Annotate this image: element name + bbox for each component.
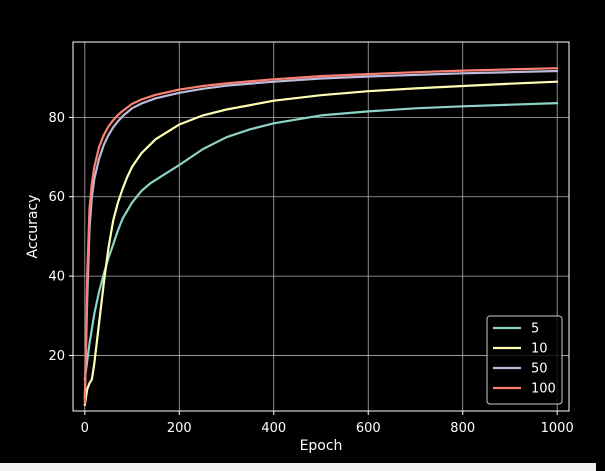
axis-ticks: 0 200 400 600 800 1000 20 40 60 80: [48, 111, 573, 436]
y-tick-label: 80: [48, 111, 65, 126]
legend-label-5: 5: [531, 322, 539, 337]
x-axis-label: Epoch: [300, 438, 343, 454]
y-tick-label: 40: [48, 270, 65, 285]
series-line-100: [83, 67, 559, 405]
series-lines: [83, 67, 559, 407]
legend-label-100: 100: [531, 382, 556, 397]
y-tick-label: 60: [48, 190, 65, 205]
bottom-strip: [0, 463, 596, 471]
x-tick-label: 1000: [541, 421, 574, 436]
legend-label-10: 10: [531, 342, 548, 357]
series-line-50: [83, 69, 559, 401]
legend-box: [486, 315, 563, 405]
x-tick-label: 0: [81, 421, 89, 436]
x-tick-label: 600: [356, 421, 381, 436]
grid-lines: [73, 42, 569, 411]
plot-area-frame: [72, 41, 570, 412]
x-tick-label: 400: [261, 421, 286, 436]
x-tick-label: 800: [450, 421, 475, 436]
legend-label-50: 50: [531, 362, 548, 377]
series-line-10: [83, 80, 559, 407]
y-axis-label: Accuracy: [25, 195, 41, 259]
x-tick-label: 200: [167, 421, 192, 436]
legend: 5 10 50 100: [486, 315, 563, 405]
y-tick-label: 20: [48, 349, 65, 364]
series-line-5: [83, 101, 559, 381]
